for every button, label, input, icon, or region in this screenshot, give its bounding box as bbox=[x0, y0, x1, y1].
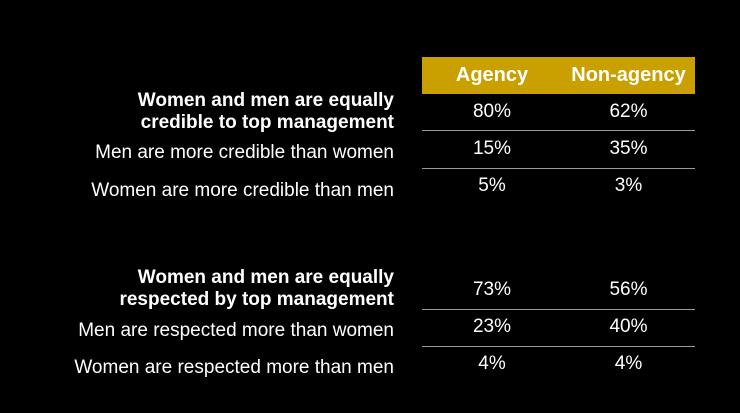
cell-men-respected-more-agency: 23% bbox=[472, 316, 512, 337]
row-separator bbox=[422, 346, 695, 347]
cell-equally-respected-agency: 73% bbox=[472, 279, 512, 300]
column-header-non-agency: Non-agency bbox=[562, 57, 695, 94]
row-label-men-respected-more: Men are respected more than women bbox=[78, 320, 394, 341]
row-label-line: respected by top management bbox=[119, 289, 394, 310]
cell-equally-respected-non-agency: 56% bbox=[609, 279, 648, 300]
row-separator bbox=[422, 168, 695, 169]
cell-men-more-credible-agency: 15% bbox=[472, 138, 512, 159]
cell-women-respected-more-agency: 4% bbox=[478, 353, 506, 374]
row-label-equally-respected: Women and men are equally respected by t… bbox=[119, 267, 394, 311]
column-header-agency: Agency bbox=[422, 57, 562, 94]
row-label-line: Women and men are equally bbox=[137, 90, 394, 111]
row-label-line: Women and men are equally bbox=[137, 267, 394, 288]
cell-women-more-credible-non-agency: 3% bbox=[614, 175, 643, 196]
row-separator bbox=[422, 309, 695, 310]
cell-equally-credible-non-agency: 62% bbox=[609, 101, 648, 122]
row-label-women-more-credible: Women are more credible than men bbox=[91, 180, 394, 201]
cell-men-respected-more-non-agency: 40% bbox=[609, 316, 648, 337]
row-label-men-more-credible: Men are more credible than women bbox=[95, 142, 394, 163]
row-separator bbox=[422, 130, 695, 131]
cell-women-respected-more-non-agency: 4% bbox=[614, 353, 643, 374]
cell-women-more-credible-agency: 5% bbox=[478, 175, 506, 196]
cell-men-more-credible-non-agency: 35% bbox=[609, 138, 648, 159]
cell-equally-credible-agency: 80% bbox=[472, 101, 512, 122]
row-label-equally-credible: Women and men are equally credible to to… bbox=[138, 90, 394, 134]
row-label-women-respected-more: Women are respected more than men bbox=[74, 357, 394, 378]
row-label-line: credible to top management bbox=[140, 112, 394, 133]
